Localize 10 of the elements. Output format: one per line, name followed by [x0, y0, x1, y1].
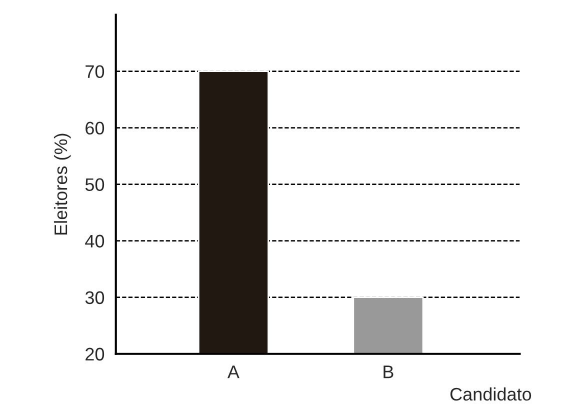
y-tick-label: 70: [86, 65, 104, 78]
y-tick-label: 20: [86, 348, 104, 361]
y-tick-label: 30: [85, 291, 104, 304]
x-tick-label: A: [227, 366, 240, 378]
x-tick-label: B: [384, 366, 394, 378]
y-tick-label: 50: [85, 178, 104, 192]
y-tick-label: 60: [86, 122, 104, 135]
x-axis-title: Candidato: [450, 387, 532, 401]
y-axis-title: Eleitores (%): [54, 134, 71, 235]
y-tick-label: 40: [85, 234, 104, 248]
